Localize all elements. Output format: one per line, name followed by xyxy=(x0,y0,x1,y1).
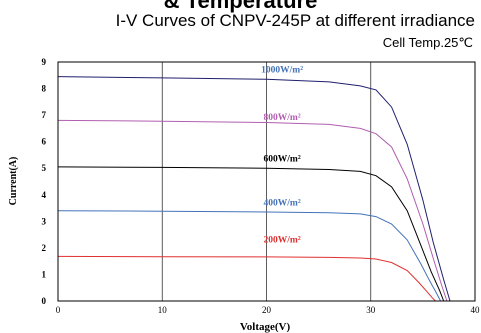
series-label: 200W/m² xyxy=(264,236,301,246)
series-label: 400W/m² xyxy=(264,198,301,208)
x-tick-label: 30 xyxy=(366,305,376,315)
series-label: 600W/m² xyxy=(264,155,301,165)
y-tick-label: 3 xyxy=(42,216,47,226)
series-labels: 1000W/m² 800W/m² 600W/m² 400W/m² 200W/m² xyxy=(261,66,303,246)
chart-title: I-V Curves of CNPV-245P at different irr… xyxy=(115,11,475,30)
y-tick-label: 5 xyxy=(42,163,47,173)
grid xyxy=(57,62,476,301)
axes: 0 10 20 30 40 0 1 2 3 4 5 6 7 8 9 xyxy=(42,57,481,315)
x-tick-label: 0 xyxy=(56,305,61,315)
chart-heading: & Temperature xyxy=(163,0,318,13)
y-tick-label: 0 xyxy=(42,296,47,306)
series-line-1 xyxy=(57,119,448,302)
y-tick-label: 9 xyxy=(42,57,47,67)
series-line-3 xyxy=(57,210,442,302)
series-lines xyxy=(57,76,451,302)
x-tick-label: 10 xyxy=(158,305,168,315)
series-line-4 xyxy=(57,255,436,302)
y-tick-label: 7 xyxy=(42,110,47,120)
chart-subtitle: Cell Temp.25℃ xyxy=(382,35,473,50)
x-axis-label: Voltage(V) xyxy=(240,321,291,333)
x-tick-label: 40 xyxy=(471,305,481,315)
y-tick-label: 8 xyxy=(42,84,47,94)
y-tick-label: 6 xyxy=(42,137,47,147)
series-line-0 xyxy=(57,76,451,302)
series-line-2 xyxy=(57,166,445,302)
series-label: 1000W/m² xyxy=(261,66,303,76)
y-tick-label: 4 xyxy=(42,190,47,200)
plot-frame xyxy=(57,61,476,302)
y-tick-label: 2 xyxy=(42,243,47,253)
series-label: 800W/m² xyxy=(264,113,301,123)
y-axis-label: Current(A) xyxy=(8,157,19,206)
x-tick-label: 20 xyxy=(262,305,272,315)
y-tick-label: 1 xyxy=(42,269,47,279)
